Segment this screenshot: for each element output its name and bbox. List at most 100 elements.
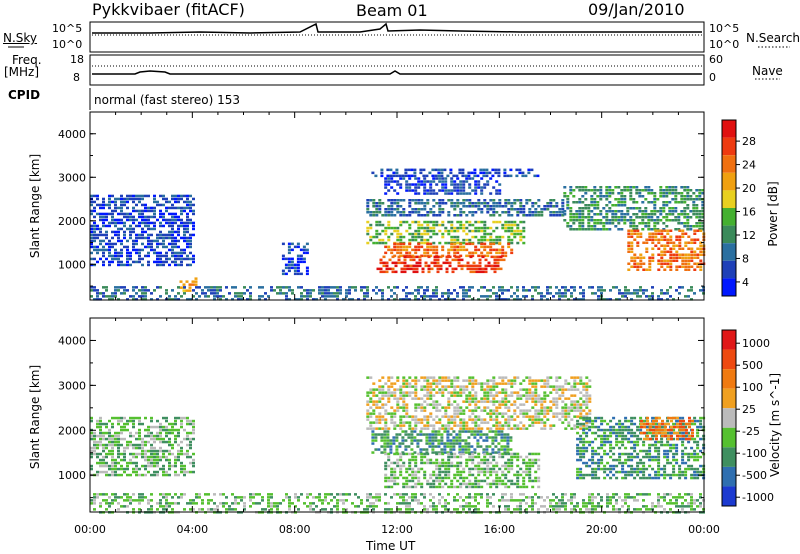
velocity-cell [679,422,682,426]
power-cell [483,226,487,230]
velocity-cell [591,431,595,435]
velocity-cell [543,382,547,385]
velocity-cell [516,424,520,427]
velocity-cell [506,436,510,439]
power-cell [674,186,678,189]
power-cell [596,204,600,207]
velocity-cell [366,391,370,394]
power-cell [509,174,513,178]
velocity-cell [429,412,433,415]
power-cell [231,286,234,289]
power-cell [117,257,120,261]
power-cell [572,216,576,219]
velocity-cell [582,473,586,477]
velocity-cell [411,458,415,462]
power-cell [420,245,424,249]
power-cell [150,239,153,243]
power-cell [642,256,646,259]
velocity-cell [426,424,430,427]
velocity-cell [467,430,471,433]
power-cell [653,225,657,228]
velocity-cell [675,461,679,465]
power-cell [684,259,688,262]
velocity-cell [495,485,499,489]
power-cell [453,180,457,183]
velocity-cell [399,458,403,462]
velocity-cell [425,451,429,454]
velocity-cell [681,416,685,420]
power-cell [501,298,504,301]
power-cell [623,213,627,216]
power-cell [492,238,496,242]
velocity-cell [399,394,403,397]
power-cell [471,211,475,214]
velocity-cell [682,425,685,429]
power-cell [693,253,697,256]
power-cell [387,205,391,208]
power-cell [156,254,159,258]
velocity-cell [384,394,388,397]
power-cell [426,202,430,205]
velocity-cell [417,452,421,456]
power-cell [459,214,463,217]
power-cell [90,212,93,216]
power-cell [290,257,294,261]
power-cell [305,266,309,270]
power-cell [543,205,547,208]
power-cell [447,251,451,255]
velocity-cell [685,431,688,435]
velocity-cell [387,376,391,379]
power-cell [132,194,135,198]
power-cell [624,295,627,298]
power-cell [391,267,395,271]
velocity-cell [480,409,484,412]
power-cell [192,209,195,213]
velocity-cell [516,406,520,409]
power-cell [102,224,105,228]
power-cell [427,267,431,271]
power-cell [654,244,658,247]
velocity-cell [369,415,373,418]
power-cell [496,255,500,259]
power-cell [453,214,457,217]
velocity-cell [609,440,613,444]
power-cell [510,232,514,236]
power-cell [153,251,156,255]
power-cell [630,235,634,238]
velocity-cell [525,485,529,489]
velocity-cell [393,452,397,456]
power-cell [665,219,669,222]
velocity-cell [561,412,565,415]
power-cell [678,256,682,259]
power-cell [636,256,640,259]
power-cell [629,216,633,219]
power-cell [424,264,428,268]
power-cell [462,202,466,205]
velocity-cell [471,427,475,430]
power-cell [645,241,649,244]
velocity-cell [405,406,409,409]
velocity-cell [636,428,640,432]
power-cell [351,286,354,289]
velocity-cell [432,424,436,427]
velocity-cell [606,434,610,438]
velocity-cell [480,421,484,424]
power-cell [405,186,409,189]
velocity-cell [564,412,568,415]
power-cell [478,264,482,268]
velocity-cell [431,451,435,454]
velocity-cell [390,473,394,477]
velocity-cell [471,376,475,379]
power-cell [132,206,135,210]
velocity-cell [531,379,535,382]
velocity-cell [498,467,502,471]
power-cell [486,205,490,208]
power-cell [282,292,285,295]
velocity-cell [447,455,451,459]
power-cell [423,205,427,208]
power-cell [656,216,660,219]
velocity-cell [102,422,105,426]
velocity-cell [679,419,682,423]
power-colorbar-segment [722,172,736,191]
power-cell [102,239,105,243]
